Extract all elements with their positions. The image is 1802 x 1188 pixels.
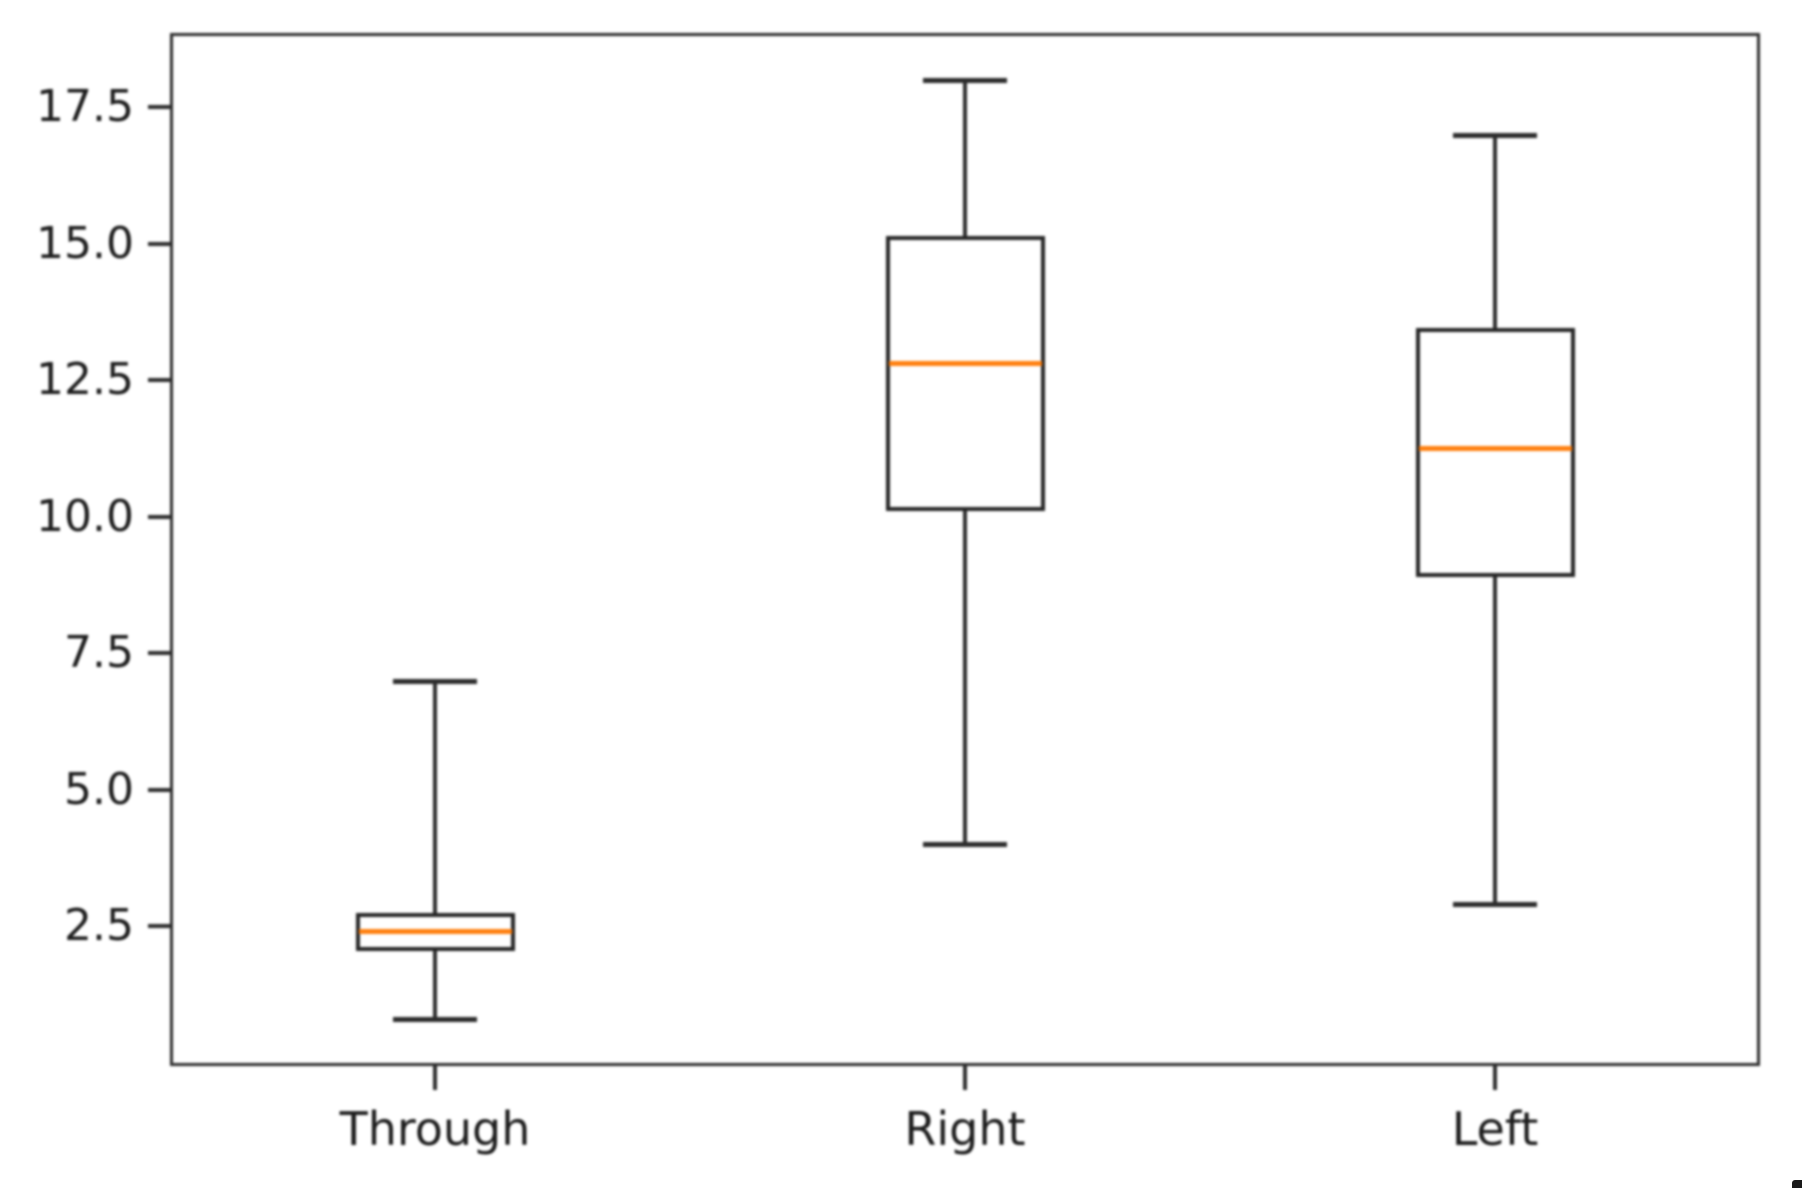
y-tick-label: 10.0	[36, 490, 134, 542]
y-tick-mark	[148, 514, 170, 519]
lower-whisker-right	[963, 511, 967, 845]
lower-cap-through	[392, 1017, 478, 1023]
y-tick-mark	[148, 105, 170, 110]
upper-whisker-left	[1493, 134, 1497, 329]
upper-whisker-right	[963, 79, 967, 236]
y-tick-mark	[148, 651, 170, 656]
upper-cap-right	[922, 77, 1008, 83]
box-left	[1415, 328, 1575, 577]
x-tick-label-through: Through	[339, 1102, 531, 1156]
y-tick-label: 2.5	[64, 900, 134, 952]
y-tick-label: 15.0	[36, 217, 134, 269]
x-tick-label-right: Right	[904, 1102, 1026, 1156]
y-tick-label: 12.5	[36, 354, 134, 406]
median-left	[1418, 445, 1572, 451]
lower-whisker-through	[433, 950, 437, 1020]
x-tick-mark	[963, 1066, 967, 1090]
x-tick-mark	[1493, 1066, 1497, 1090]
x-tick-label-left: Left	[1451, 1102, 1539, 1156]
median-right	[888, 361, 1042, 367]
y-tick-mark	[148, 241, 170, 246]
x-tick-mark	[433, 1066, 437, 1090]
y-tick-label: 7.5	[64, 627, 134, 679]
upper-cap-through	[392, 678, 478, 684]
upper-whisker-through	[433, 680, 437, 913]
lower-cap-right	[922, 842, 1008, 848]
box-right	[885, 235, 1045, 512]
lower-cap-left	[1452, 902, 1538, 908]
corner-artifact	[1792, 1180, 1802, 1188]
upper-cap-left	[1452, 132, 1538, 138]
y-tick-mark	[148, 378, 170, 383]
median-through	[358, 929, 512, 935]
y-tick-mark	[148, 924, 170, 929]
y-tick-label: 17.5	[36, 81, 134, 133]
lower-whisker-left	[1493, 576, 1497, 905]
y-tick-label: 5.0	[64, 763, 134, 815]
y-tick-mark	[148, 787, 170, 792]
